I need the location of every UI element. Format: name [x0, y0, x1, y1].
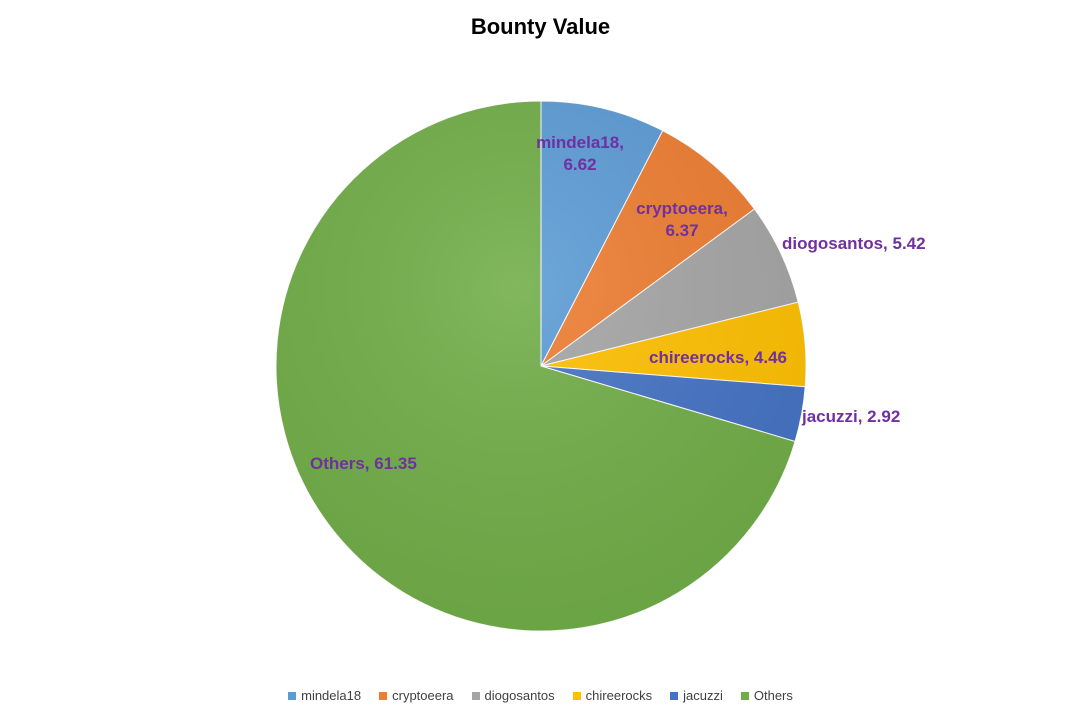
legend-item-others: Others	[740, 688, 793, 703]
data-label-mindela18: mindela18, 6.62	[536, 133, 624, 174]
legend-label: cryptoeera	[392, 688, 454, 703]
data-label-cryptoeera: cryptoeera, 6.37	[636, 199, 728, 240]
data-label-chireerocks: chireerocks, 4.46	[649, 348, 787, 367]
pie-data-labels: mindela18, 6.62 cryptoeera, 6.37 diogosantos…	[310, 133, 926, 473]
legend-item-cryptoeera: cryptoeera	[379, 688, 454, 703]
data-label-diogosantos: diogosantos, 5.42	[782, 234, 926, 253]
legend-label: chireerocks	[585, 688, 653, 703]
chart-title: Bounty Value	[470, 14, 611, 39]
legend-label: jacuzzi	[683, 688, 723, 703]
legend-swatch	[740, 691, 749, 700]
legend-label: Others	[753, 688, 793, 703]
legend-item-chireerocks: chireerocks	[572, 688, 653, 703]
data-label-others: Others, 61.35	[310, 454, 417, 473]
legend-label: mindela18	[301, 688, 362, 703]
legend-swatch	[379, 691, 388, 700]
legend-swatch	[471, 691, 480, 700]
legend-swatch	[572, 691, 581, 700]
legend-swatch	[670, 691, 679, 700]
legend-item-jacuzzi: jacuzzi	[670, 688, 723, 703]
legend-label: diogosantos	[484, 688, 555, 703]
legend-swatch	[288, 691, 297, 700]
legend-item-diogosantos: diogosantos	[471, 688, 555, 703]
data-label-jacuzzi: jacuzzi, 2.92	[801, 407, 900, 426]
chart-legend: mindela18 cryptoeera diogosantos chireerock…	[0, 688, 1081, 703]
legend-item-mindela18: mindela18	[288, 688, 361, 703]
